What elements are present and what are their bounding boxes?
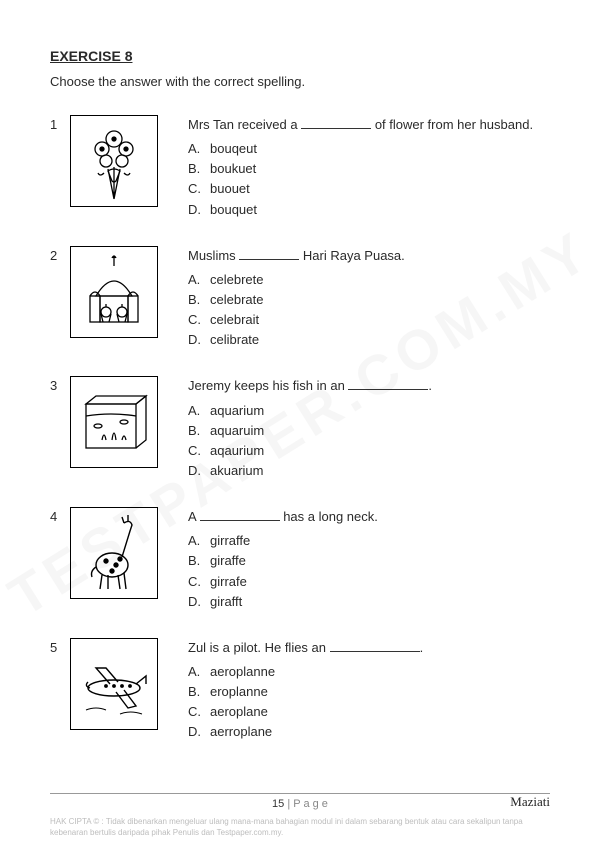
aquarium-image	[70, 376, 158, 468]
question-4: 4 A has a long neck. A.girraffe B.giraff…	[50, 507, 550, 612]
exercise-title: EXERCISE 8	[50, 48, 550, 64]
choice-a[interactable]: A.aquarium	[188, 401, 550, 421]
choice-d[interactable]: D.celibrate	[188, 330, 550, 350]
question-sentence: Mrs Tan received a of flower from her hu…	[188, 115, 550, 135]
choice-c[interactable]: C.aeroplane	[188, 702, 550, 722]
choice-b[interactable]: B.boukuet	[188, 159, 550, 179]
aeroplane-image	[70, 638, 158, 730]
choice-b[interactable]: B.aquaruim	[188, 421, 550, 441]
choice-c[interactable]: C.girrafe	[188, 572, 550, 592]
blank	[348, 379, 428, 391]
copyright-text: HAK CIPTA © : Tidak dibenarkan mengeluar…	[50, 817, 550, 838]
question-2: 2 Muslims Hari Raya Puasa. A.celebrete B…	[50, 246, 550, 351]
question-3: 3 Jeremy keeps his fish in an . A.aquari…	[50, 376, 550, 481]
mosque-image	[70, 246, 158, 338]
choice-a[interactable]: A.aeroplanne	[188, 662, 550, 682]
question-number: 4	[50, 507, 70, 524]
blank	[301, 117, 371, 129]
instruction: Choose the answer with the correct spell…	[50, 74, 550, 89]
choice-d[interactable]: D.girafft	[188, 592, 550, 612]
question-1: 1 Mrs Tan received a of flower from her …	[50, 115, 550, 220]
choice-d[interactable]: D.akuarium	[188, 461, 550, 481]
choice-a[interactable]: A.bouqeut	[188, 139, 550, 159]
page-footer: 15 | P a g e	[50, 793, 550, 810]
blank	[200, 509, 280, 521]
choice-b[interactable]: B.giraffe	[188, 551, 550, 571]
choice-a[interactable]: A.celebrete	[188, 270, 550, 290]
choice-d[interactable]: D.aerroplane	[188, 722, 550, 742]
blank	[239, 248, 299, 260]
choice-c[interactable]: C.celebrait	[188, 310, 550, 330]
choice-a[interactable]: A.girraffe	[188, 531, 550, 551]
question-number: 1	[50, 115, 70, 132]
giraffe-image	[70, 507, 158, 599]
question-number: 5	[50, 638, 70, 655]
choice-d[interactable]: D.bouquet	[188, 200, 550, 220]
question-sentence: Jeremy keeps his fish in an .	[188, 376, 550, 396]
blank	[330, 640, 420, 652]
question-sentence: Muslims Hari Raya Puasa.	[188, 246, 550, 266]
question-sentence: A has a long neck.	[188, 507, 550, 527]
question-number: 3	[50, 376, 70, 393]
choice-b[interactable]: B.celebrate	[188, 290, 550, 310]
question-5: 5 Zul is a pilot. He flies an . A.aeropl…	[50, 638, 550, 743]
choice-c[interactable]: C.aqaurium	[188, 441, 550, 461]
question-sentence: Zul is a pilot. He flies an .	[188, 638, 550, 658]
choice-b[interactable]: B.eroplanne	[188, 682, 550, 702]
choice-c[interactable]: C.buouet	[188, 179, 550, 199]
bouquet-image	[70, 115, 158, 207]
question-number: 2	[50, 246, 70, 263]
author-signature: Maziati	[510, 794, 550, 810]
